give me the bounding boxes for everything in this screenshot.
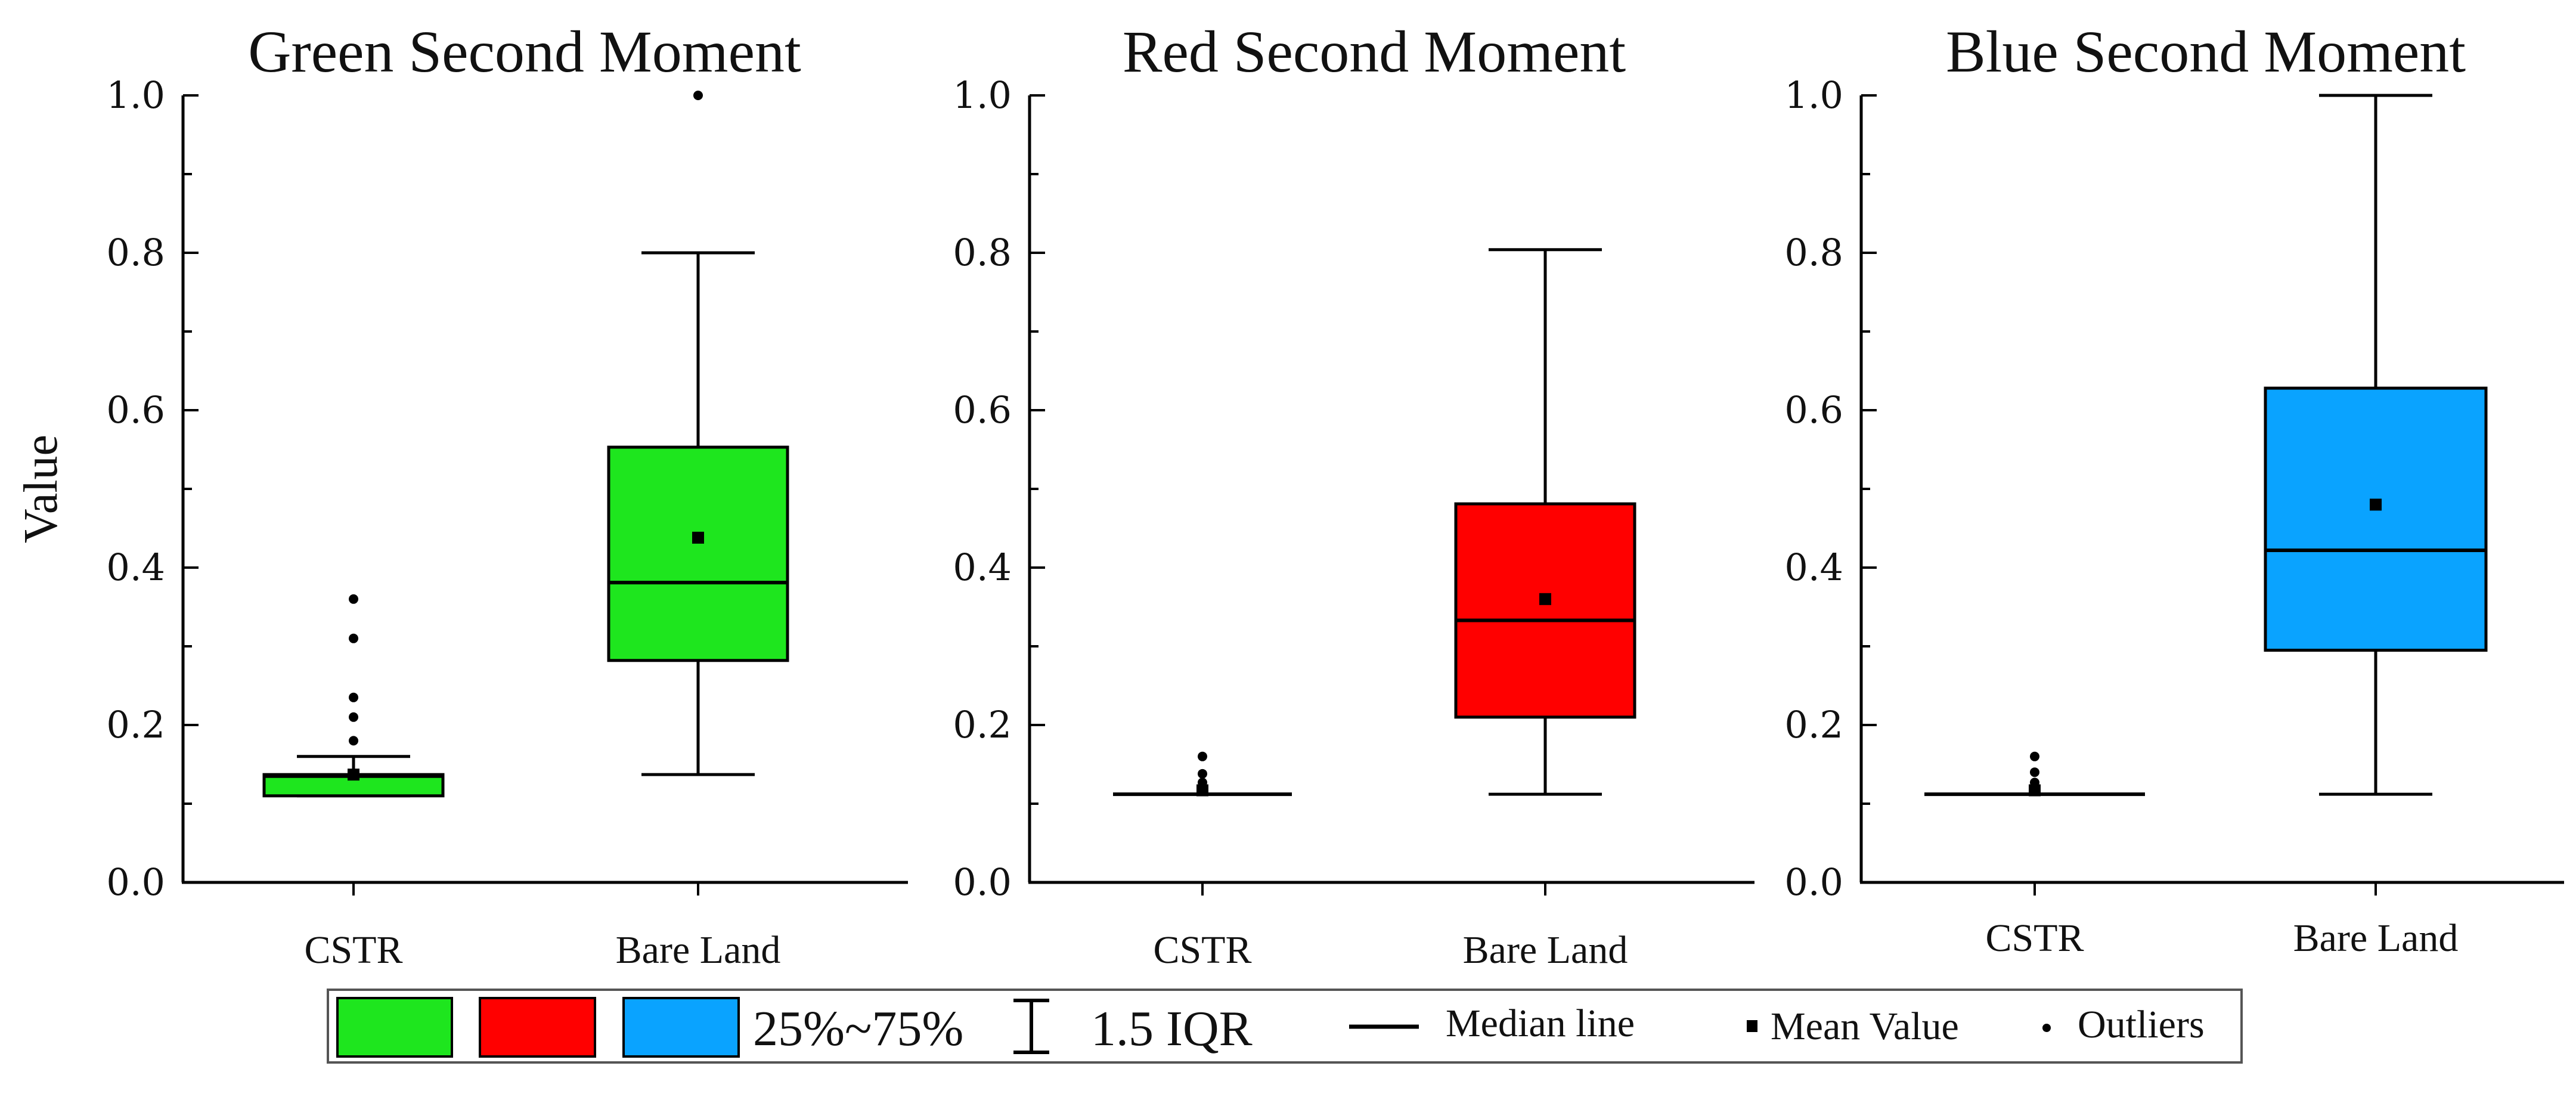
panel-0: Green Second Moment 0.0 0.2 0.4 0.6 0.8 1.0 Val… [15, 18, 908, 972]
y-tick-label: 1.0 [1784, 73, 1843, 117]
y-tick-label: 0.0 [1784, 860, 1843, 904]
y-tick-label: 1.0 [953, 73, 1012, 117]
legend-swatch-green [336, 997, 453, 1058]
mean-marker [1196, 784, 1208, 797]
box-bare-land: Bare Land [1454, 248, 1636, 972]
outlier-point [349, 712, 358, 722]
x-category-label: CSTR [1153, 928, 1251, 972]
y-axis-title: Value [15, 435, 67, 543]
x-category-label: Bare Land [1463, 928, 1628, 972]
y-tick-label: 0.6 [106, 388, 165, 432]
box-bare-land: Bare Land [607, 91, 789, 972]
x-category-label: Bare Land [616, 928, 781, 972]
mean-marker [2029, 784, 2041, 797]
x-category-label: Bare Land [2293, 916, 2459, 960]
mean-marker [1539, 593, 1551, 605]
outlier-point [349, 692, 358, 702]
y-tick-label: 0.2 [106, 703, 165, 746]
legend-box-label: 25%~75% [753, 1001, 963, 1056]
y-tick-label: 0.4 [953, 546, 1012, 589]
mean-marker [692, 531, 704, 544]
panel-1: Red Second Moment 0.0 0.2 0.4 0.6 0.8 1.0 CSTR B… [953, 18, 1754, 972]
box-cstr: CSTR [262, 594, 445, 972]
panel-title: Red Second Moment [1123, 18, 1626, 85]
outlier-point [2030, 751, 2039, 761]
outlier-point [349, 736, 358, 746]
box-bare-land: Bare Land [2264, 94, 2488, 960]
chart-panels: Green Second Moment 0.0 0.2 0.4 0.6 0.8 1.0 Val… [15, 18, 2564, 972]
legend-outlier-symbol [2042, 1024, 2051, 1032]
y-tick-label: 0.2 [953, 703, 1012, 746]
iqr-box [1454, 502, 1636, 719]
legend-whisker-label: 1.5 IQR [1091, 1001, 1253, 1056]
outlier-point [693, 91, 703, 100]
panel-2: Blue Second Moment 0.0 0.2 0.4 0.6 0.8 1.0 CSTR… [1784, 18, 2564, 960]
y-tick-label: 0.6 [953, 388, 1012, 432]
y-tick-label: 0.4 [106, 546, 165, 589]
outlier-point [1198, 751, 1207, 761]
legend: 25%~75% 1.5 IQR Median line Mean Value O… [327, 989, 2243, 1064]
legend-mean-symbol [1747, 1020, 1757, 1032]
y-tick-label: 0.0 [106, 860, 165, 904]
legend-whisker-symbol [1013, 999, 1049, 1054]
legend-median-label: Median line [1446, 1002, 1635, 1045]
y-tick-label: 0.6 [1784, 388, 1843, 432]
outlier-point [2030, 767, 2039, 777]
x-category-label: CSTR [1985, 916, 2084, 960]
legend-outlier-label: Outliers [2078, 1003, 2205, 1046]
iqr-box [2264, 386, 2488, 652]
legend-mean-label: Mean Value [1771, 1005, 1959, 1048]
outlier-point [2030, 777, 2039, 788]
outlier-point [349, 594, 358, 604]
y-tick-label: 0.8 [1784, 231, 1843, 274]
x-category-label: CSTR [304, 928, 402, 972]
y-tick-label: 0.8 [953, 231, 1012, 274]
y-tick-label: 0.8 [106, 231, 165, 274]
box-cstr: CSTR [1113, 751, 1292, 972]
box-cstr: CSTR [1924, 751, 2145, 960]
outlier-point [349, 633, 358, 643]
y-tick-label: 0.2 [1784, 703, 1843, 746]
mean-marker [348, 769, 359, 781]
outlier-point [1198, 769, 1207, 779]
mean-marker [2370, 498, 2382, 511]
outlier-point [1198, 777, 1207, 788]
y-tick-label: 0.4 [1784, 546, 1843, 589]
legend-swatch-red [479, 997, 596, 1058]
y-tick-label: 1.0 [106, 73, 165, 117]
iqr-box [607, 445, 789, 662]
panel-title: Green Second Moment [248, 18, 801, 85]
y-tick-label: 0.0 [953, 860, 1012, 904]
panel-title: Blue Second Moment [1946, 18, 2466, 85]
legend-swatch-blue [622, 997, 740, 1058]
